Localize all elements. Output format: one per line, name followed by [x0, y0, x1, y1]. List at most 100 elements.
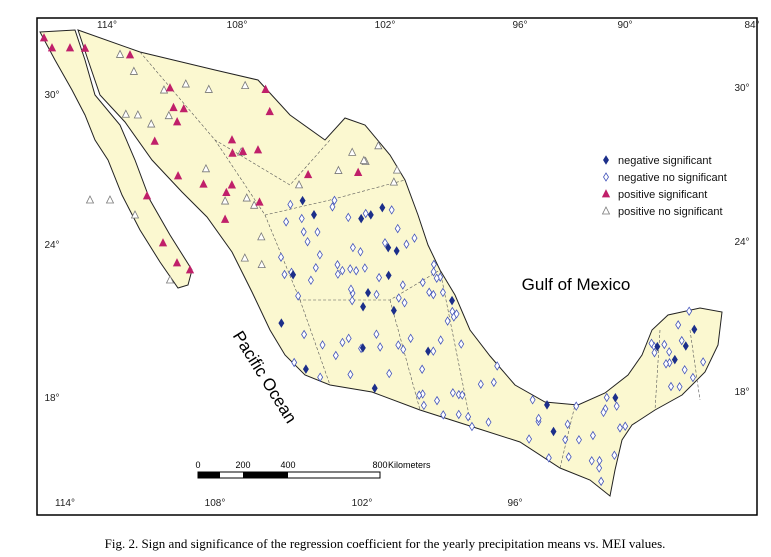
station-marker [291, 357, 298, 368]
station-marker [600, 407, 607, 418]
station-marker [158, 238, 168, 247]
station-marker [347, 264, 354, 274]
station-marker [611, 450, 618, 461]
station-marker [360, 302, 367, 312]
station-marker [283, 217, 290, 227]
station-marker [666, 347, 673, 357]
station-marker [179, 104, 188, 113]
station-marker [165, 275, 175, 284]
station-marker [331, 195, 338, 206]
station-marker [349, 295, 356, 306]
station-marker [691, 324, 698, 335]
land [39, 29, 193, 289]
station-marker [468, 421, 475, 432]
station-marker [359, 343, 366, 353]
station-marker [278, 252, 284, 262]
station-marker [550, 426, 557, 437]
station-marker [458, 339, 465, 349]
station-marker [426, 287, 433, 298]
station-marker [425, 346, 432, 357]
station-marker [434, 395, 440, 406]
station-marker [129, 66, 139, 75]
legend-label: negative significant [618, 155, 712, 167]
lon-tick-label: 108° [227, 20, 248, 31]
station-marker [281, 269, 288, 280]
station-marker [105, 195, 115, 204]
station-marker [444, 316, 451, 326]
caption: Fig. 2. Sign and significance of the reg… [105, 536, 666, 551]
station-marker [204, 84, 213, 93]
station-marker [661, 339, 668, 350]
lat-tick-label: 24° [734, 237, 749, 248]
station-marker [449, 388, 456, 398]
station-marker [150, 136, 159, 145]
station-marker [601, 206, 611, 215]
station-marker [394, 223, 401, 234]
station-marker [382, 238, 388, 248]
station-marker [39, 33, 49, 42]
legend-label: positive significant [618, 189, 707, 201]
station-marker [393, 246, 400, 256]
stations [39, 33, 707, 487]
lon-tick-label: 114° [97, 20, 117, 31]
station-marker [304, 236, 311, 247]
lon-tick-label: 90° [617, 20, 632, 31]
station-marker [430, 346, 437, 356]
station-marker [199, 179, 208, 188]
station-marker [339, 265, 346, 276]
station-marker [613, 401, 620, 411]
station-marker [359, 155, 369, 164]
station-marker [165, 83, 175, 92]
station-marker [385, 270, 392, 281]
station-marker [386, 368, 393, 379]
station-marker [142, 191, 152, 200]
legend-label: positive no significant [618, 206, 723, 218]
lat-tick-label: 30° [44, 90, 59, 101]
station-marker [133, 110, 143, 119]
station-marker [172, 117, 182, 126]
station-marker [682, 341, 689, 351]
sea-label: Gulf of Mexico [522, 275, 631, 294]
station-marker [302, 364, 309, 374]
station-marker [675, 320, 682, 330]
station-marker [115, 49, 125, 58]
station-marker [395, 293, 402, 303]
station-marker [399, 280, 406, 290]
station-marker [301, 329, 308, 340]
station-marker [164, 110, 173, 120]
state-borders [139, 51, 701, 469]
station-marker [319, 340, 326, 350]
station-marker [686, 306, 693, 316]
station-marker [173, 171, 183, 180]
station-marker [125, 50, 135, 59]
station-marker [407, 333, 414, 344]
station-marker [390, 305, 397, 316]
station-marker [287, 199, 294, 210]
station-marker [181, 79, 190, 88]
station-marker [257, 259, 266, 269]
station-marker [220, 196, 230, 205]
station-marker [353, 167, 363, 176]
station-marker [295, 291, 302, 301]
station-marker [303, 169, 313, 179]
station-marker [671, 354, 678, 365]
station-marker [278, 318, 285, 328]
station-marker [130, 210, 140, 219]
station-marker [339, 337, 346, 348]
station-marker [201, 163, 211, 173]
station-marker [603, 392, 610, 403]
station-marker [349, 242, 356, 253]
lat-tick-label: 18° [44, 393, 59, 404]
station-marker [596, 463, 603, 473]
station-marker [238, 146, 248, 155]
station-marker [334, 260, 341, 270]
station-marker [526, 434, 533, 444]
station-marker [535, 413, 542, 424]
station-marker [228, 148, 237, 157]
station-marker [220, 214, 230, 223]
lat-tick-label: 24° [44, 240, 59, 251]
station-marker [312, 263, 319, 273]
scale-label: 200 [235, 460, 250, 470]
station-marker [371, 383, 378, 394]
station-marker [253, 145, 263, 154]
